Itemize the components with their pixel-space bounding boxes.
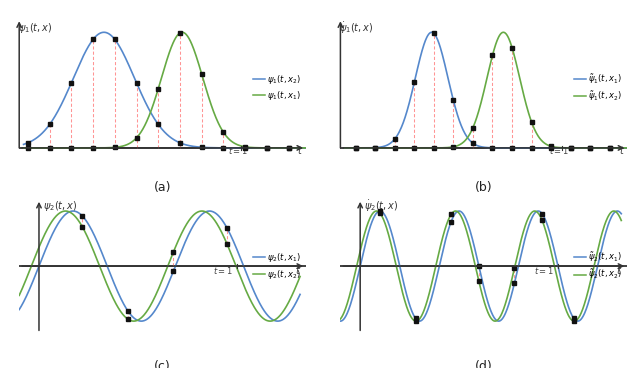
Text: $t=1$: $t=1$ <box>213 265 233 276</box>
Legend: $\psi_2(t,x_1)$, $\psi_2(t,x_2)$: $\psi_2(t,x_1)$, $\psi_2(t,x_2)$ <box>252 251 302 282</box>
Text: $\psi_1(t,x)$: $\psi_1(t,x)$ <box>18 21 52 35</box>
Text: $\dot{\psi}_1(t,x)$: $\dot{\psi}_1(t,x)$ <box>339 21 374 36</box>
Text: (a): (a) <box>154 181 172 194</box>
Text: $\psi_2(t,x)$: $\psi_2(t,x)$ <box>43 199 77 213</box>
Text: $\dot{\psi}_2(t,x)$: $\dot{\psi}_2(t,x)$ <box>364 199 399 214</box>
Text: $t=1$: $t=1$ <box>227 145 248 156</box>
Legend: $\tilde{\psi}_2(t,x_1)$, $\tilde{\psi}_2(t,x_2)$: $\tilde{\psi}_2(t,x_1)$, $\tilde{\psi}_2… <box>573 250 623 282</box>
Text: $t=1$: $t=1$ <box>534 265 554 276</box>
Text: (b): (b) <box>475 181 493 194</box>
Text: $t=1$: $t=1$ <box>548 145 569 156</box>
Legend: $\tilde{\psi}_1(t,x_1)$, $\tilde{\psi}_1(t,x_2)$: $\tilde{\psi}_1(t,x_1)$, $\tilde{\psi}_1… <box>573 71 623 103</box>
Text: (c): (c) <box>154 360 171 368</box>
Text: $t$: $t$ <box>616 264 622 276</box>
Text: $t$: $t$ <box>298 144 303 156</box>
Text: $t$: $t$ <box>619 144 625 156</box>
Text: $t$: $t$ <box>295 264 301 276</box>
Text: (d): (d) <box>475 360 493 368</box>
Legend: $\psi_1(t,x_2)$, $\psi_1(t,x_1)$: $\psi_1(t,x_2)$, $\psi_1(t,x_1)$ <box>252 72 302 103</box>
